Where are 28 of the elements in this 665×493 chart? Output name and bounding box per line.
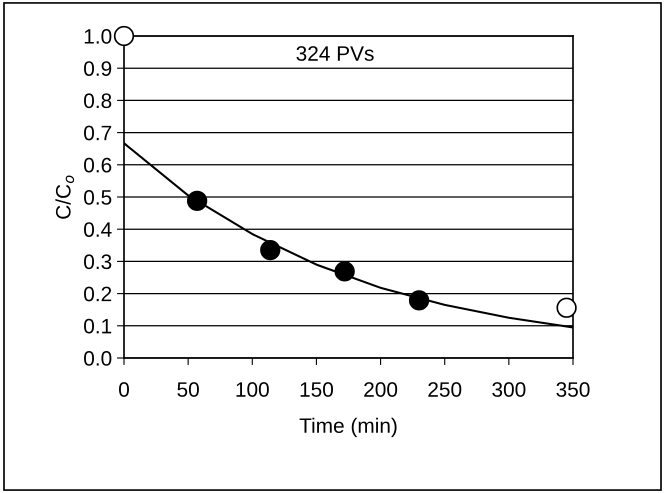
point <box>260 240 280 260</box>
annotation: 324 PVs <box>296 46 374 61</box>
x-tick-label: 200 <box>364 382 398 397</box>
y-tick-label: 1.0 <box>84 29 112 44</box>
x-tick-label: 100 <box>236 382 269 397</box>
point <box>334 261 355 282</box>
y-tick-label: 0.1 <box>84 318 112 334</box>
x-tick-label: 350 <box>556 382 590 397</box>
x-tick-label: 50 <box>177 382 199 397</box>
x-tick-label: 0 <box>119 382 129 397</box>
y-tick-label: 0.9 <box>84 61 112 76</box>
y-tick-label: 0.5 <box>84 190 112 205</box>
y-tick-label: 0.6 <box>84 158 112 173</box>
y-tick-label: 0.3 <box>84 254 112 270</box>
point <box>408 290 430 311</box>
x-tick-label: 150 <box>300 382 333 397</box>
y-tick-label: 0.0 <box>84 351 112 366</box>
y-tick-label: 0.8 <box>84 93 112 108</box>
point <box>556 298 577 318</box>
y-tick-label: 0.4 <box>84 222 112 237</box>
y-tick-label: 0.2 <box>84 286 112 302</box>
point <box>114 26 134 46</box>
y-tick-label: 0.7 <box>84 126 112 140</box>
y-axis-title: C/C$_{o}$ <box>55 175 74 219</box>
point <box>186 190 208 212</box>
x-tick-label: 250 <box>428 382 462 397</box>
x-axis-title: Time (min) <box>300 418 397 438</box>
x-tick-label: 300 <box>492 382 526 397</box>
